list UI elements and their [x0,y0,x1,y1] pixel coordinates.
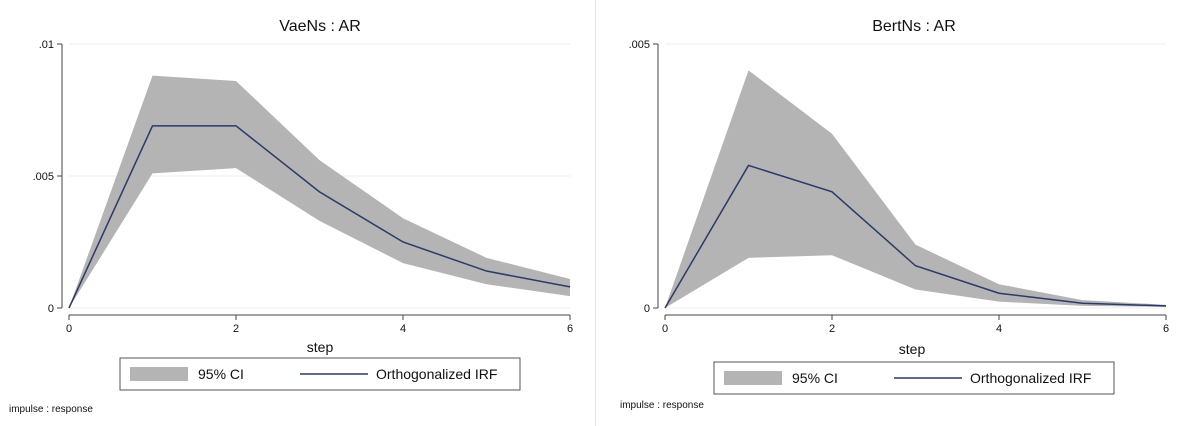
legend-ci-swatch [130,367,188,381]
x-tick-label: 2 [233,323,239,335]
legend-irf-label: Orthogonalized IRF [970,370,1091,386]
legend-ci-label: 95% CI [198,366,244,382]
legend-ci-label: 95% CI [792,370,838,386]
y-tick-label: .005 [629,39,650,51]
x-axis-label: step [307,339,334,355]
x-tick-label: 4 [400,323,406,335]
chart-title: VaeNs : AR [279,18,361,35]
legend-irf-label: Orthogonalized IRF [376,366,497,382]
irf-panel-bertns: BertNs : AR 0 .005 0 2 4 6 step 95% CI Ortho… [596,0,1192,426]
impulse-response-note: impulse : response [620,400,704,411]
x-tick-label: 4 [996,323,1002,335]
legend: 95% CI Orthogonalized IRF [714,362,1114,394]
y-ticks: 0 .005 [629,39,658,315]
x-tick-label: 0 [66,323,72,335]
x-tick-label: 6 [1163,323,1169,335]
x-ticks: 0 2 4 6 [66,315,573,335]
legend-ci-swatch [724,371,782,385]
y-tick-label: 0 [48,303,54,315]
impulse-response-note: impulse : response [9,404,93,415]
y-tick-label: .005 [33,171,54,183]
y-tick-label: 0 [644,303,650,315]
x-tick-label: 6 [567,323,573,335]
irf-chart-vaens: VaeNs : AR 0 .005 .01 0 2 4 6 step 95% CI Ort… [0,0,596,426]
legend: 95% CI Orthogonalized IRF [120,358,520,390]
y-ticks: 0 .005 .01 [33,39,62,315]
y-tick-label: .01 [39,39,54,51]
chart-title: BertNs : AR [872,18,956,35]
ci-band-layer [665,70,1166,308]
x-ticks: 0 2 4 6 [662,315,1169,335]
x-tick-label: 2 [829,323,835,335]
ci-band [665,70,1166,308]
x-tick-label: 0 [662,323,668,335]
irf-chart-bertns: BertNs : AR 0 .005 0 2 4 6 step 95% CI Ortho… [596,0,1192,426]
irf-panel-vaens: VaeNs : AR 0 .005 .01 0 2 4 6 step 95% CI Ort… [0,0,596,426]
x-axis-label: step [899,341,926,357]
